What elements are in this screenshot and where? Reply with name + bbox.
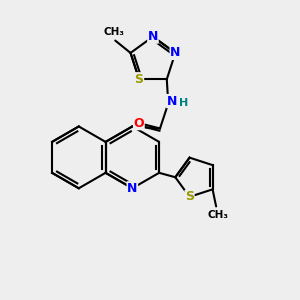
- Text: CH₃: CH₃: [103, 27, 124, 37]
- Text: S: S: [185, 190, 194, 203]
- Text: N: N: [170, 46, 181, 59]
- Text: N: N: [167, 94, 177, 107]
- Text: H: H: [179, 98, 188, 108]
- Text: N: N: [127, 182, 137, 195]
- Text: O: O: [134, 117, 144, 130]
- Text: CH₃: CH₃: [207, 210, 228, 220]
- Text: N: N: [148, 30, 158, 43]
- Text: S: S: [135, 73, 144, 86]
